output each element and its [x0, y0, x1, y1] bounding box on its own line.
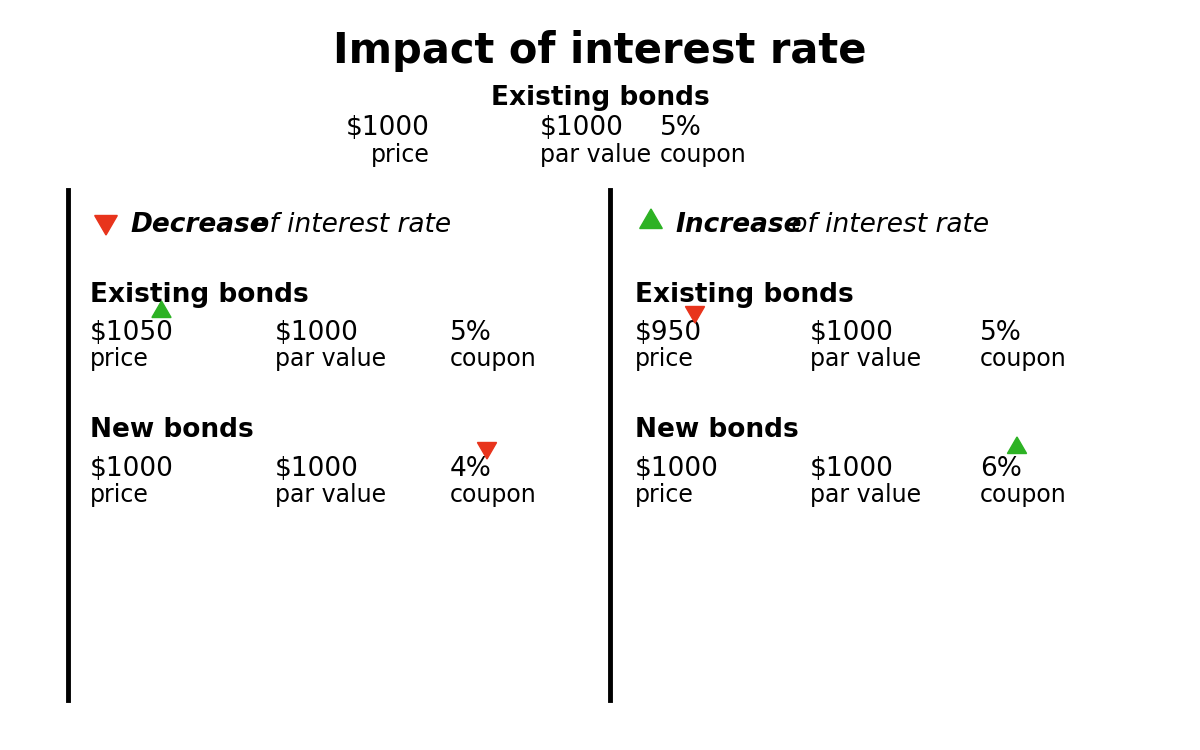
Text: price: price [90, 483, 149, 507]
Text: $1000: $1000 [810, 320, 894, 346]
Text: $1000: $1000 [346, 115, 430, 141]
Text: coupon: coupon [450, 347, 536, 371]
Text: 6%: 6% [980, 456, 1022, 482]
Text: price: price [635, 347, 694, 371]
Text: Existing bonds: Existing bonds [491, 85, 709, 111]
Polygon shape [152, 301, 172, 317]
Polygon shape [95, 215, 118, 235]
Text: par value: par value [275, 347, 386, 371]
Text: coupon: coupon [660, 143, 746, 167]
Text: coupon: coupon [980, 347, 1067, 371]
Text: of interest rate: of interest rate [245, 212, 451, 238]
Text: $950: $950 [635, 320, 702, 346]
Text: $1000: $1000 [810, 456, 894, 482]
Text: Existing bonds: Existing bonds [635, 282, 853, 308]
Text: 5%: 5% [450, 320, 492, 346]
Text: Decrease: Decrease [130, 212, 268, 238]
Polygon shape [478, 442, 497, 459]
Text: 5%: 5% [660, 115, 702, 141]
Text: New bonds: New bonds [635, 417, 799, 443]
Text: Increase: Increase [674, 212, 802, 238]
Text: $1000: $1000 [90, 456, 174, 482]
Text: coupon: coupon [980, 483, 1067, 507]
Text: par value: par value [275, 483, 386, 507]
Text: $1050: $1050 [90, 320, 174, 346]
Polygon shape [685, 307, 704, 323]
Text: $1000: $1000 [540, 115, 624, 141]
Text: New bonds: New bonds [90, 417, 253, 443]
Text: Impact of interest rate: Impact of interest rate [334, 30, 866, 72]
Text: price: price [90, 347, 149, 371]
Text: $1000: $1000 [275, 456, 359, 482]
Text: $1000: $1000 [635, 456, 719, 482]
Text: 4%: 4% [450, 456, 492, 482]
Polygon shape [640, 209, 662, 229]
Text: coupon: coupon [450, 483, 536, 507]
Text: par value: par value [810, 347, 922, 371]
Text: of interest rate: of interest rate [784, 212, 989, 238]
Text: price: price [635, 483, 694, 507]
Text: par value: par value [810, 483, 922, 507]
Text: 5%: 5% [980, 320, 1022, 346]
Text: par value: par value [540, 143, 652, 167]
Polygon shape [1008, 437, 1026, 454]
Text: Existing bonds: Existing bonds [90, 282, 308, 308]
Text: price: price [371, 143, 430, 167]
Text: $1000: $1000 [275, 320, 359, 346]
